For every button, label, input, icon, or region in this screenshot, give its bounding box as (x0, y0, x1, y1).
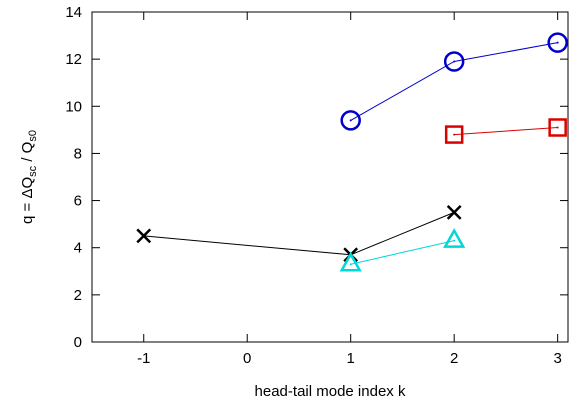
x-axis-label: head-tail mode index k (255, 383, 406, 400)
point-center-dot (556, 41, 559, 44)
x-tick-label: 0 (243, 350, 251, 367)
data-point-square (548, 118, 567, 137)
point-center-dot (453, 133, 456, 136)
square-marker (444, 125, 464, 144)
triangle-marker (443, 228, 466, 248)
series-line-square (454, 127, 558, 136)
y-tick-label: 2 (74, 287, 82, 304)
y-tick-label: 0 (74, 334, 82, 351)
series-line-triangle (350, 240, 455, 265)
circle-marker (443, 51, 465, 72)
circle-marker (547, 32, 568, 53)
triangle-marker (339, 251, 362, 272)
point-center-dot (556, 126, 559, 129)
series-line-circle (350, 42, 558, 121)
y-axis-label-sub1: sc (27, 165, 39, 177)
series-group (136, 32, 568, 272)
data-point-circle (443, 51, 465, 72)
data-point-square (444, 125, 464, 144)
cross-marker-stroke (136, 228, 152, 244)
x-tick-label: 3 (553, 350, 561, 367)
y-tick-label: 10 (65, 98, 82, 115)
y-axis-label-main: q = ΔQ (19, 177, 36, 224)
x-tick-label: -1 (137, 350, 150, 367)
point-center-dot (349, 119, 352, 122)
data-point-triangle (443, 228, 466, 248)
y-tick-label: 4 (74, 240, 82, 257)
data-point-circle (340, 110, 361, 131)
data-point-triangle (339, 251, 362, 272)
y-axis-label-sub2: s0 (27, 130, 39, 142)
square-marker (548, 118, 567, 137)
point-center-dot (453, 239, 456, 242)
y-tick-label: 6 (74, 193, 82, 210)
y-tick-label: 12 (65, 51, 82, 68)
plot-frame (91, 11, 569, 343)
point-center-dot (453, 60, 456, 63)
data-point-cross (136, 228, 152, 244)
y-tick-label: 14 (65, 4, 82, 21)
cross-marker-stroke (446, 204, 462, 220)
series-line-cross (143, 211, 455, 256)
data-point-cross (446, 204, 462, 220)
x-tick-label: 1 (347, 350, 355, 367)
y-axis-label: q = ΔQsc / Qs0 (19, 130, 39, 224)
y-tick-label: 8 (74, 145, 82, 162)
circle-marker (340, 110, 361, 131)
point-center-dot (349, 263, 352, 266)
y-axis-label-mid: / Q (19, 142, 36, 166)
data-point-circle (547, 32, 568, 53)
x-tick-label: 2 (450, 350, 458, 367)
